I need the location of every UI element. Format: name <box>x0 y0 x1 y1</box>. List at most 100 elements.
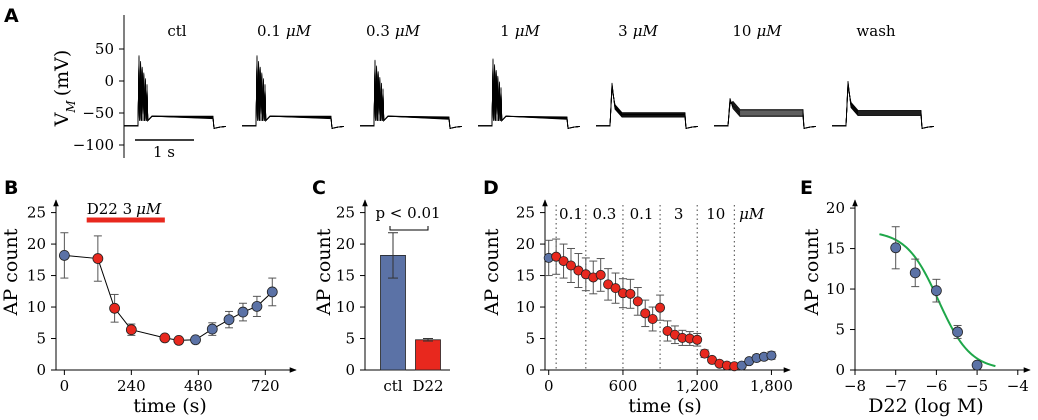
condition-unit: μM <box>633 22 659 40</box>
panel-d-x-tick-label: 600 <box>609 377 638 395</box>
segment-label: 3 <box>674 205 684 223</box>
panel-d-x-tick-label: 1,200 <box>676 377 719 395</box>
panel-e-x-tick-label: −6 <box>925 377 947 395</box>
trace-group <box>360 59 463 129</box>
voltage-trace <box>596 88 699 129</box>
condition-label: 1 μM <box>500 22 540 40</box>
panel-c-bars: AP count p < 0.01 0 5 10 15 20 25 ctl D22 <box>313 199 450 395</box>
panel-b-y-tick-label: 0 <box>36 361 46 379</box>
panel-e-y-tick-label: 0 <box>835 361 845 379</box>
condition-label: ctl <box>167 22 186 40</box>
panel-e-point <box>909 267 921 279</box>
hill-fit-curve <box>879 233 996 368</box>
panel-b-point <box>237 306 249 318</box>
condition-label: 0.3 μM <box>366 22 421 40</box>
panel-e-x-tick-label: −5 <box>966 377 988 395</box>
condition-unit: μM <box>756 22 782 40</box>
panel-e-x-tick-label: −8 <box>844 377 866 395</box>
panel-d-point <box>692 334 703 345</box>
voltage-trace <box>360 67 463 129</box>
panel-e-y-tick-label: 15 <box>826 240 845 258</box>
panel-label-e: E <box>800 177 813 199</box>
segment-label: 10 <box>706 205 725 223</box>
condition-value: 0.1 <box>257 22 281 40</box>
panel-b-connector-line <box>64 254 273 341</box>
voltage-trace <box>714 100 817 129</box>
drug-annotation: D22 3 μM <box>87 200 162 218</box>
panel-c-y-tick-label: 20 <box>336 235 355 253</box>
trace-group <box>478 58 581 129</box>
panel-c-y-tick-label: 10 <box>336 298 355 316</box>
panel-e-point <box>971 359 983 371</box>
panel-label-a: A <box>4 5 19 27</box>
panel-label-c: C <box>312 177 326 199</box>
voltage-trace <box>832 86 935 129</box>
trace-group <box>714 98 817 129</box>
panel-b-x-label: time (s) <box>133 395 207 417</box>
panel-label-b: B <box>4 177 18 199</box>
panel-e-y-tick-label: 5 <box>835 321 845 339</box>
condition-unit: μM <box>515 22 541 40</box>
segment-label: μM <box>739 205 765 223</box>
condition-label: 0.1 μM <box>257 22 312 40</box>
panel-b-point <box>190 334 201 346</box>
voltage-trace <box>124 63 227 129</box>
panel-b-timecourse: AP count time (s) D22 3 μM 0 5 10 15 20 25 0 240… <box>0 199 297 417</box>
panel-b-y-tick-label: 10 <box>27 298 46 316</box>
panel-b-point <box>109 302 121 314</box>
panel-d-point <box>551 251 562 262</box>
condition-value: ctl <box>167 22 186 40</box>
panel-b-point <box>251 301 263 312</box>
panel-e-x-label: D22 (log M) <box>868 395 983 417</box>
panel-d-x-tick-label: 1,800 <box>750 377 793 395</box>
panel-e-point <box>952 326 963 338</box>
panel-c-y-label: AP count <box>313 228 335 316</box>
panel-d-x-label: time (s) <box>628 395 702 417</box>
panel-a-y-tick-label: −100 <box>73 136 114 154</box>
panel-d-point <box>655 302 666 313</box>
panel-e-x-tick-label: −7 <box>885 377 907 395</box>
segment-label: 0.3 <box>592 205 616 223</box>
panel-b-point <box>125 324 137 336</box>
panel-e-y-tick-label: 10 <box>826 280 845 298</box>
panel-c-category-label: D22 <box>412 377 443 395</box>
panel-a-traces: 50 0 −50 −100 ctl 0.1 μM 0.3 μM 1 μM 3 μM 10 μM wash V… <box>51 15 935 161</box>
panel-d-point <box>632 296 643 307</box>
panel-c-bar <box>380 255 406 371</box>
panel-d-y-tick-label: 20 <box>516 235 535 253</box>
panel-c-bar <box>415 339 441 371</box>
panel-b-x-tick-label: 240 <box>117 377 146 395</box>
panel-d-x-tick-label: 0 <box>544 377 554 395</box>
panel-b-point <box>173 335 185 346</box>
panel-d-y-tick-label: 5 <box>525 330 535 348</box>
panel-b-y-tick-label: 20 <box>27 235 46 253</box>
panel-d-y-tick-label: 25 <box>516 204 535 222</box>
condition-unit: μM <box>286 22 312 40</box>
panel-b-y-tick-label: 5 <box>36 330 46 348</box>
panel-d-point <box>736 360 747 371</box>
p-value-annotation: p < 0.01 <box>375 204 440 222</box>
condition-label: 3 μM <box>618 22 658 40</box>
condition-value: 1 <box>500 22 510 40</box>
panel-b-y-label: AP count <box>0 228 22 316</box>
panel-a-y-tick-label: −50 <box>82 104 114 122</box>
panel-b-point <box>206 323 218 335</box>
segment-label: 0.1 <box>630 205 654 223</box>
condition-value: wash <box>856 22 895 40</box>
panel-label-d: D <box>483 177 499 199</box>
panel-b-point <box>159 332 171 344</box>
trace-group <box>832 80 935 129</box>
panel-b-x-tick-label: 480 <box>184 377 213 395</box>
panel-b-y-tick-label: 15 <box>27 267 46 285</box>
panel-e-point <box>930 285 942 297</box>
condition-label: wash <box>856 22 895 40</box>
panel-b-point <box>92 253 104 264</box>
panel-a-y-tick-label: 50 <box>95 40 114 58</box>
panel-d-point <box>647 313 658 324</box>
panel-b-point <box>266 286 278 298</box>
panel-e-y-tick-label: 20 <box>826 199 845 217</box>
panel-a-y-tick-label: 0 <box>104 72 114 90</box>
panel-b-point <box>223 314 235 326</box>
panel-d-y-tick-label: 10 <box>516 298 535 316</box>
